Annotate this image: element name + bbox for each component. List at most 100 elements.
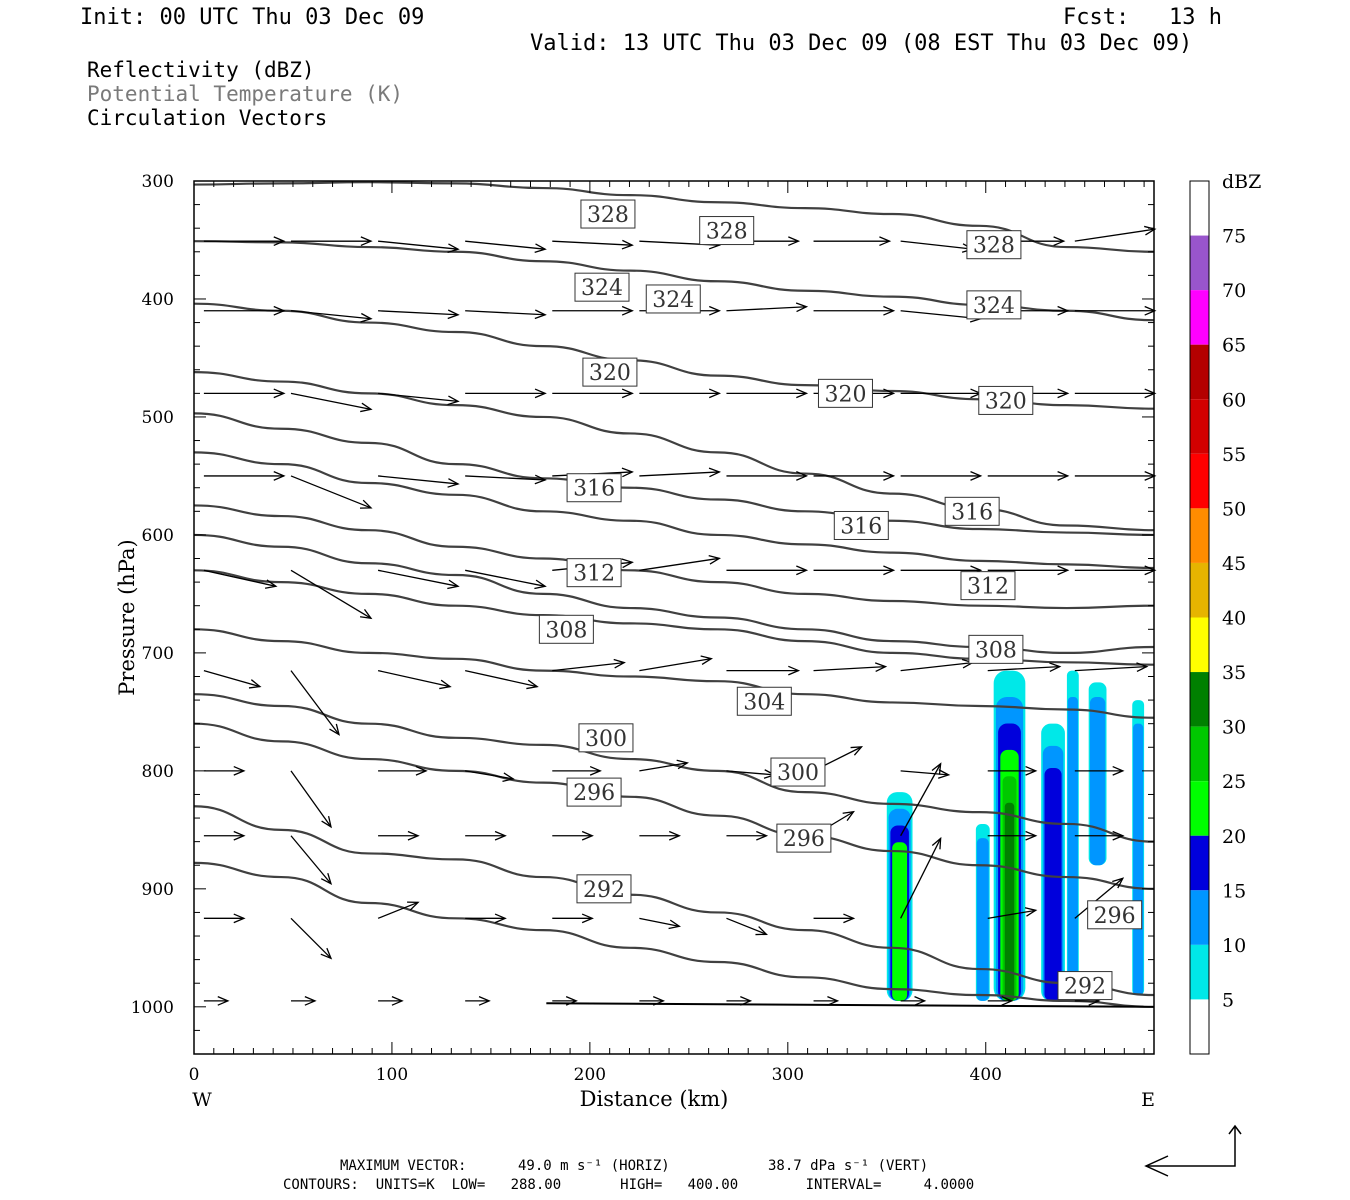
vector-head bbox=[217, 996, 230, 1006]
vector-shaft bbox=[465, 669, 538, 688]
vector-5-2 bbox=[377, 669, 452, 690]
forecast-hour: Fcst: 13 h bbox=[1063, 5, 1222, 30]
vector-shaft bbox=[987, 665, 1060, 672]
vector-8-0 bbox=[203, 913, 246, 924]
vector-8-7 bbox=[813, 913, 856, 924]
vector-6-1 bbox=[290, 770, 332, 829]
vector-6-10 bbox=[1074, 765, 1125, 776]
colorbar-label: 55 bbox=[1222, 444, 1246, 466]
contour-label-16: 304 bbox=[743, 690, 785, 715]
vector-3-10 bbox=[1074, 471, 1157, 481]
vector-1-7 bbox=[813, 305, 896, 316]
vector-shaft bbox=[639, 471, 720, 477]
vector-shaft bbox=[1074, 665, 1147, 672]
vector-shaft bbox=[900, 838, 942, 919]
contour-label-box-2 bbox=[966, 230, 1022, 260]
reflectivity-fills bbox=[886, 670, 1145, 1001]
theta-contour-11 bbox=[193, 722, 1155, 890]
vector-head bbox=[621, 239, 634, 250]
vector-6-3 bbox=[465, 770, 515, 783]
theta-contour-13 bbox=[193, 861, 1155, 1008]
vector-shaft bbox=[900, 240, 973, 250]
contour-label-box-4 bbox=[645, 284, 701, 314]
vector-head bbox=[407, 830, 420, 841]
vector-shaft bbox=[290, 475, 372, 509]
contour-label-7: 320 bbox=[824, 382, 866, 407]
x-tick-label: 200 bbox=[574, 1065, 606, 1085]
vector-head bbox=[1049, 662, 1062, 673]
vector-1-3 bbox=[465, 309, 547, 320]
vector-8-1 bbox=[290, 917, 333, 960]
contour-label-box-6 bbox=[582, 357, 638, 387]
vector-head bbox=[233, 913, 246, 924]
vector-9-9 bbox=[987, 996, 1014, 1006]
vector-7-8 bbox=[900, 762, 942, 837]
contour-label-box-1 bbox=[699, 216, 755, 246]
init-time: Init: 00 UTC Thu 03 Dec 09 bbox=[80, 5, 425, 30]
colorbar-label: 25 bbox=[1222, 771, 1246, 793]
y-tick-label: 300 bbox=[142, 172, 174, 192]
y-tick-label: 400 bbox=[142, 290, 174, 310]
vector-head bbox=[321, 815, 332, 829]
vector-0-2 bbox=[378, 240, 460, 254]
vector-head bbox=[494, 830, 507, 841]
contour-label-box-17 bbox=[578, 723, 634, 753]
vector-8-9 bbox=[987, 907, 1038, 919]
vector-shaft bbox=[552, 661, 625, 672]
dbz-cell-6-level-2 bbox=[1133, 723, 1144, 996]
vector-shaft bbox=[290, 670, 340, 735]
x-axis-label: Distance (km) bbox=[580, 1087, 729, 1111]
colorbar-band-1 bbox=[1190, 944, 1209, 1000]
vector-7-0 bbox=[203, 830, 246, 841]
vector-shaft bbox=[203, 569, 277, 587]
vector-head bbox=[1025, 830, 1038, 841]
vector-shaft bbox=[639, 657, 712, 672]
vector-head bbox=[248, 679, 262, 689]
colorbar-band-5 bbox=[1190, 726, 1209, 782]
vector-1-2 bbox=[378, 309, 460, 320]
vector-head bbox=[914, 996, 927, 1006]
colorbar-label: 75 bbox=[1222, 226, 1246, 248]
vector-shaft bbox=[987, 909, 1036, 919]
vector-shaft bbox=[377, 901, 419, 919]
vector-head bbox=[883, 565, 896, 576]
vector-5-4 bbox=[552, 658, 626, 672]
contour-label-21: 296 bbox=[1094, 904, 1136, 929]
vector-head bbox=[534, 388, 547, 399]
vector-head bbox=[447, 478, 460, 488]
vector-head bbox=[478, 996, 491, 1006]
vector-9-2 bbox=[378, 996, 404, 1006]
vector-9-7 bbox=[813, 996, 840, 1006]
x-tick-label: 0 bbox=[189, 1065, 200, 1085]
contour-label-18: 300 bbox=[777, 761, 819, 786]
vector-head bbox=[842, 810, 855, 822]
contour-label-box-19 bbox=[566, 777, 622, 807]
contour-label-box-10 bbox=[833, 510, 889, 540]
vector-shaft bbox=[465, 310, 546, 316]
vector-3-7 bbox=[813, 471, 896, 481]
vector-0-0 bbox=[203, 236, 286, 247]
contour-label-17: 300 bbox=[585, 727, 627, 752]
vector-1-10 bbox=[1074, 305, 1157, 316]
contour-label-23: 292 bbox=[1064, 975, 1106, 1000]
vector-head bbox=[1025, 765, 1038, 776]
vector-8-6 bbox=[726, 917, 769, 936]
contour-label-12: 312 bbox=[573, 562, 615, 587]
vector-head bbox=[708, 305, 722, 316]
vector-head bbox=[1112, 877, 1125, 889]
vector-9-8 bbox=[900, 996, 927, 1006]
contour-label-20: 296 bbox=[783, 827, 825, 852]
theta-contour-4 bbox=[193, 412, 1155, 537]
vector-2-10 bbox=[1074, 388, 1157, 399]
vector-9-4 bbox=[552, 996, 578, 1006]
vector-shaft bbox=[290, 569, 372, 619]
vector-7-9 bbox=[987, 830, 1038, 841]
colorbar-label: 30 bbox=[1222, 717, 1246, 739]
vector-head bbox=[391, 996, 404, 1006]
y-axis-label: Pressure (hPa) bbox=[115, 539, 139, 695]
vector-0-1 bbox=[290, 236, 373, 247]
vector-head bbox=[621, 305, 634, 316]
contour-label-box-12 bbox=[566, 558, 622, 588]
colorbar-band-8 bbox=[1190, 562, 1209, 618]
vector-7-4 bbox=[552, 830, 594, 841]
